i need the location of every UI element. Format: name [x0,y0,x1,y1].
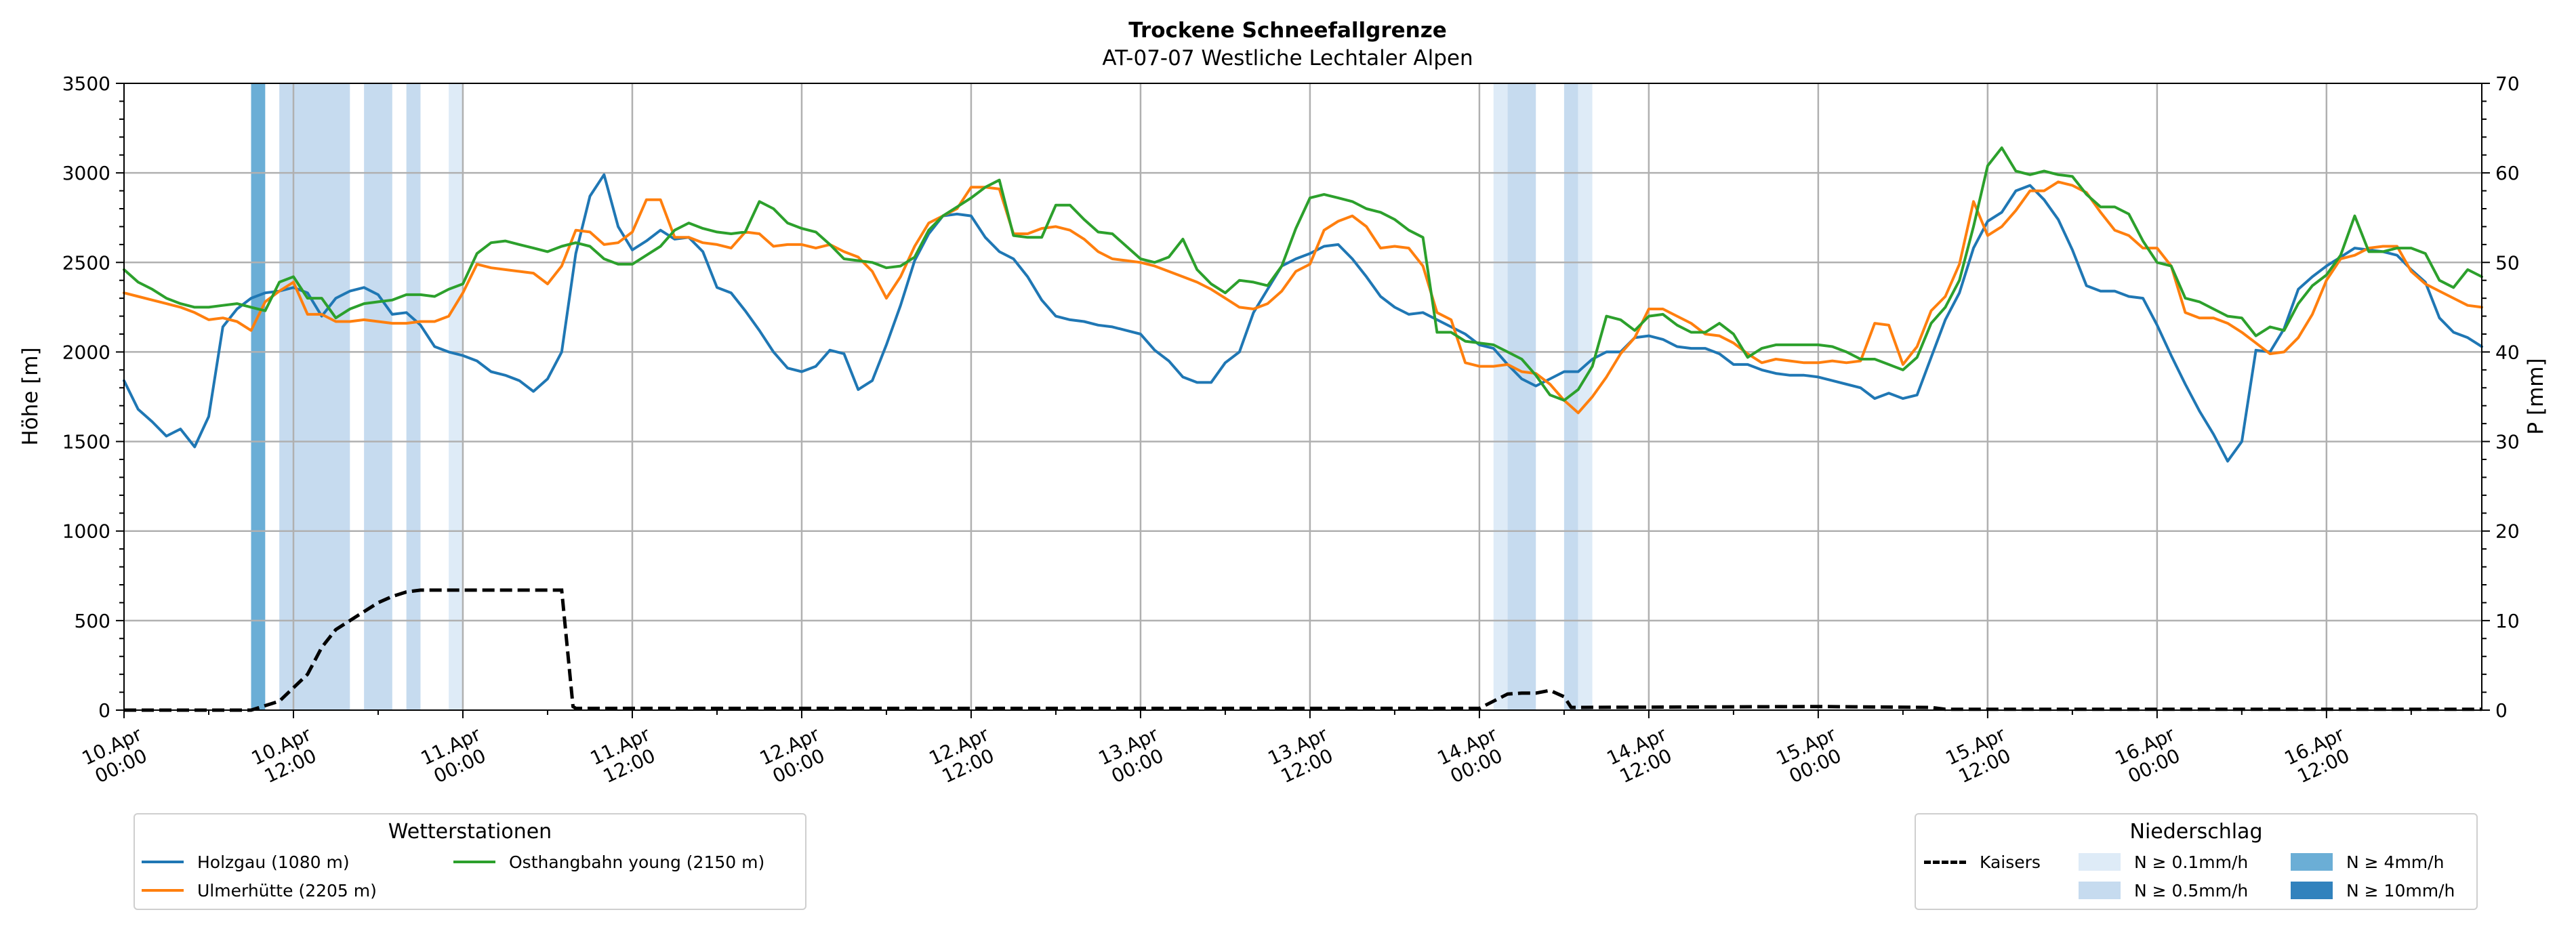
y-tick-label-left-4: 2000 [62,341,110,363]
legend-swatch-ulmerhuette [142,889,184,892]
plot-frame [123,83,2482,711]
x-tick-label-7: 13.Apr12:00 [1265,723,1341,789]
precip-band-3 [406,83,421,710]
legend-label-holzgau: Holzgau (1080 m) [197,852,350,872]
series-lines [123,146,2483,712]
legend-item-holzgau: Holzgau (1080 m) [142,851,350,873]
x-tick-label-13: 16.Apr12:00 [2281,723,2357,789]
y-tick-label-left-5: 2500 [62,251,110,274]
series-line-0 [123,173,2483,463]
precip-band-8 [1578,83,1593,710]
chart-title: Trockene Schneefallgrenze [1128,18,1447,43]
y-tick-label-right-4: 40 [2495,341,2520,363]
legend-swatch-precip-0 [2079,853,2121,871]
legend-stations: Wetterstationen Holzgau (1080 m) Ulmerhü… [134,813,806,910]
x-tick-label-12: 16.Apr00:00 [2112,723,2188,789]
y-tick-label-right-3: 30 [2495,431,2520,453]
y-tick-label-right-2: 20 [2495,520,2520,543]
legend-label-precip-1: N ≥ 0.5mm/h [2134,880,2249,901]
y-axis-right: 0 10 20 30 40 50 60 70 [2482,73,2520,722]
series-line-2 [123,146,2483,402]
gridlines [124,83,2482,710]
y-tick-label-right-0: 0 [2495,699,2508,722]
legend-label-kaisers: Kaisers [1980,852,2041,872]
precip-band-5 [1493,83,1508,710]
legend-item-precip-0: N ≥ 0.1mm/h [2079,851,2248,873]
x-tick-label-1: 10.Apr12:00 [248,723,324,789]
x-tick-label-9: 14.Apr12:00 [1603,723,1679,789]
y-tick-label-left-7: 3500 [62,73,110,95]
legend-label-ulmerhuette: Ulmerhütte (2205 m) [197,880,377,901]
legend-swatch-precip-2 [2291,853,2333,871]
x-tick-label-0: 10.Apr00:00 [79,723,155,789]
precip-band-0 [251,83,266,710]
legend-label-precip-2: N ≥ 4mm/h [2346,852,2445,872]
precip-band-7 [1563,83,1578,710]
precip-band-2 [364,83,392,710]
legend-swatch-precip-3 [2291,882,2333,899]
legend-precipitation: Niederschlag Kaisers N ≥ 0.1mm/h N ≥ 0.5… [1915,813,2478,910]
legend-item-precip-3: N ≥ 10mm/h [2291,880,2455,901]
y-tick-label-left-1: 500 [75,610,110,632]
y-tick-label-left-0: 0 [98,699,110,722]
precip-band-1 [279,83,350,710]
x-tick-label-4: 12.Apr00:00 [756,723,832,789]
y-axis-label-right: P [mm] [2524,358,2548,434]
legend-item-osthangbahn: Osthangbahn young (2150 m) [453,851,764,873]
x-axis: 10.Apr00:00 10.Apr12:00 11.Apr00:00 11.Apr1… [79,710,2412,789]
legend-swatch-precip-1 [2079,882,2121,899]
legend-item-kaisers: Kaisers [1924,851,2041,873]
x-tick-label-6: 13.Apr00:00 [1095,723,1171,789]
y-axis-label-left: Höhe [m] [18,347,43,445]
y-tick-label-right-5: 50 [2495,251,2520,274]
legend-swatch-holzgau [142,861,184,863]
legend-stations-title: Wetterstationen [388,820,552,844]
legend-precipitation-title: Niederschlag [2129,820,2263,844]
y-axis-left: 0 500 1000 1500 2000 2500 3000 3500 [62,73,124,722]
x-tick-label-10: 15.Apr00:00 [1773,723,1849,789]
legend-label-osthangbahn: Osthangbahn young (2150 m) [509,852,765,872]
x-tick-label-8: 14.Apr00:00 [1434,723,1510,789]
y-tick-label-left-3: 1500 [62,431,110,453]
x-tick-label-11: 15.Apr12:00 [1942,723,2018,789]
x-tick-label-5: 12.Apr12:00 [926,723,1002,789]
legend-item-precip-2: N ≥ 4mm/h [2291,851,2444,873]
y-tick-label-right-7: 70 [2495,73,2520,95]
precip-band-6 [1507,83,1536,710]
x-tick-label-3: 11.Apr12:00 [587,723,663,789]
legend-item-ulmerhuette: Ulmerhütte (2205 m) [142,880,377,901]
y-tick-label-left-2: 1000 [62,520,110,543]
y-tick-label-left-6: 3000 [62,162,110,184]
y-tick-label-right-6: 60 [2495,162,2520,184]
y-tick-label-right-1: 10 [2495,610,2520,632]
legend-swatch-osthangbahn [453,861,495,863]
legend-label-precip-3: N ≥ 10mm/h [2346,880,2455,901]
precipitation-bands [251,83,1593,710]
x-tick-label-2: 11.Apr00:00 [417,723,493,789]
legend-item-precip-1: N ≥ 0.5mm/h [2079,880,2248,901]
precip-line-kaisers [124,588,2482,712]
chart-subtitle: AT-07-07 Westliche Lechtaler Alpen [1102,46,1473,70]
legend-label-precip-0: N ≥ 0.1mm/h [2134,852,2249,872]
precip-band-4 [449,83,463,710]
legend-swatch-kaisers [1924,860,1966,864]
